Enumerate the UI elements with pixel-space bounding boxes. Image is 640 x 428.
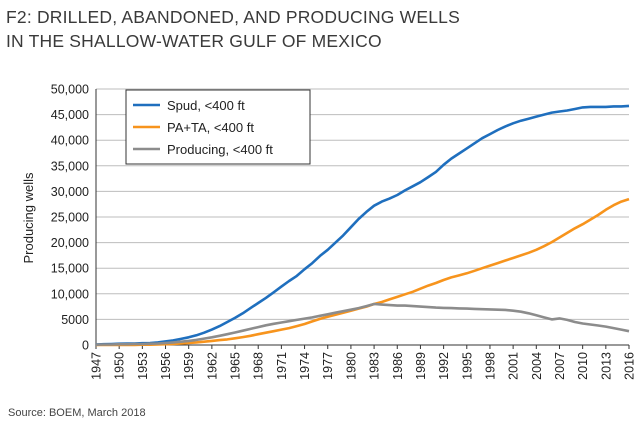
x-tick-label: 1974	[298, 352, 312, 380]
axes	[95, 89, 629, 346]
legend: Spud, <400 ft PA+TA, <400 ft Producing, …	[125, 89, 311, 165]
x-tick-label: 1995	[460, 352, 474, 380]
x-tick-label: 1986	[391, 352, 405, 380]
x-tick-label: 2013	[599, 352, 613, 380]
x-tick-label: 1962	[205, 352, 219, 380]
x-tick-label: 2016	[623, 352, 637, 380]
x-tick-label: 1983	[368, 352, 382, 380]
legend-label-spud: Spud, <400 ft	[167, 98, 245, 113]
y-tick-label: 50,000	[51, 83, 89, 97]
source-note: Source: BOEM, March 2018	[8, 407, 146, 419]
y-tick-label: 10,000	[51, 287, 89, 301]
y-tick-label: 30,000	[51, 185, 89, 199]
y-axis-label: Producing wells	[21, 172, 36, 264]
x-tick-label: 1965	[229, 352, 243, 380]
y-tick-label: 35,000	[51, 159, 89, 173]
x-tick-label: 2010	[576, 352, 590, 380]
series-line-spud	[95, 104, 630, 346]
y-tick-label: 0	[82, 339, 89, 353]
series-line-producing	[95, 302, 630, 346]
x-tick-label: 2001	[507, 352, 521, 380]
gridlines	[96, 88, 629, 320]
legend-label-pa-ta: PA+TA, <400 ft	[167, 120, 254, 135]
x-tick-label: 2007	[553, 352, 567, 380]
x-tick-label: 1992	[437, 352, 451, 380]
x-tick-label: 1971	[275, 352, 289, 380]
y-tick-label: 5000	[61, 313, 89, 327]
x-tick-label: 1950	[113, 352, 127, 380]
x-tick-label: 1980	[344, 352, 358, 380]
chart-title-line-2: IN THE SHALLOW-WATER GULF OF MEXICO	[6, 31, 382, 51]
x-tick-label: 1947	[90, 352, 104, 380]
x-axis-tick-labels: 1947 1950 1953 1956 1959 1962 1965 1968 1971 1974…	[90, 345, 637, 380]
series-line-pa-ta	[96, 197, 630, 347]
x-tick-label: 1977	[321, 352, 335, 380]
series-lines	[95, 104, 630, 347]
y-tick-label: 40,000	[51, 134, 89, 148]
legend-label-producing: Producing, <400 ft	[167, 142, 273, 157]
y-tick-label: 15,000	[51, 262, 89, 276]
y-tick-label: 45,000	[51, 108, 89, 122]
y-tick-label: 25,000	[51, 211, 89, 225]
y-tick-label: 20,000	[51, 236, 89, 250]
x-tick-label: 2004	[530, 352, 544, 380]
y-axis-tick-labels: 0 5000 10,000 15,000 20,000 25,000 30,000 35,00…	[51, 83, 89, 353]
x-tick-label: 1968	[252, 352, 266, 380]
chart-title-line-1: F2: DRILLED, ABANDONED, AND PRODUCING WE…	[6, 7, 460, 27]
x-tick-label: 1998	[483, 352, 497, 380]
x-tick-label: 1989	[414, 352, 428, 380]
chart-title: F2: DRILLED, ABANDONED, AND PRODUCING WE…	[6, 5, 460, 53]
x-tick-label: 1959	[182, 352, 196, 380]
x-tick-label: 1956	[159, 352, 173, 380]
x-tick-label: 1953	[136, 352, 150, 380]
